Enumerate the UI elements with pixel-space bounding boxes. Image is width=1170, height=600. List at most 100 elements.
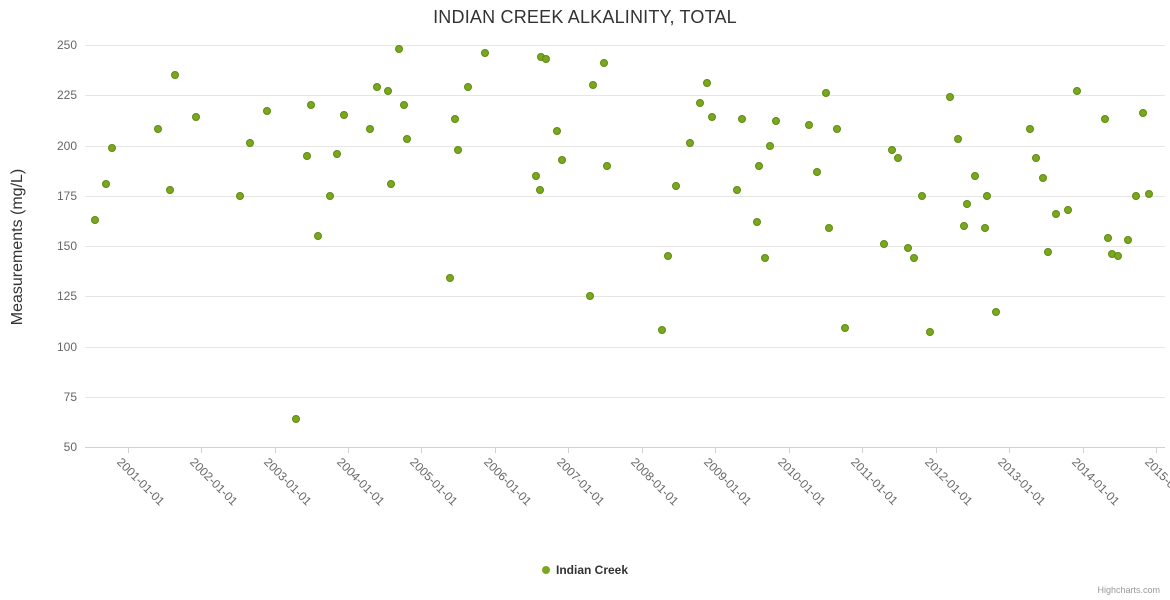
data-point[interactable]	[463, 83, 472, 92]
data-point[interactable]	[833, 125, 842, 134]
data-point[interactable]	[325, 191, 334, 200]
data-point[interactable]	[302, 151, 311, 160]
x-tick-label: 2006-01-01	[481, 455, 535, 509]
data-point[interactable]	[153, 125, 162, 134]
data-point[interactable]	[480, 49, 489, 58]
y-tick-label: 250	[56, 38, 77, 52]
data-point[interactable]	[386, 179, 395, 188]
highcharts-credit[interactable]: Highcharts.com	[1097, 585, 1160, 595]
data-point[interactable]	[894, 153, 903, 162]
data-point[interactable]	[263, 107, 272, 116]
data-point[interactable]	[970, 171, 979, 180]
data-point[interactable]	[840, 324, 849, 333]
data-point[interactable]	[760, 254, 769, 263]
data-point[interactable]	[333, 149, 341, 158]
data-point[interactable]	[399, 101, 408, 110]
data-point[interactable]	[339, 111, 348, 120]
data-point[interactable]	[191, 113, 200, 122]
data-point[interactable]	[171, 71, 180, 80]
legend-label[interactable]: Indian Creek	[555, 563, 629, 577]
data-point[interactable]	[732, 185, 741, 194]
data-point[interactable]	[917, 191, 926, 200]
data-point[interactable]	[90, 215, 99, 224]
data-point[interactable]	[737, 115, 746, 124]
data-point[interactable]	[1025, 125, 1034, 134]
data-point[interactable]	[1144, 189, 1153, 198]
data-point[interactable]	[772, 117, 781, 126]
data-point[interactable]	[752, 217, 761, 226]
data-point[interactable]	[394, 45, 403, 54]
data-point[interactable]	[755, 161, 764, 170]
data-point[interactable]	[981, 223, 989, 232]
data-point[interactable]	[663, 252, 672, 261]
data-point[interactable]	[813, 167, 822, 176]
data-point[interactable]	[552, 127, 561, 136]
legend[interactable]: Indian Creek	[0, 563, 1170, 577]
data-point[interactable]	[450, 115, 459, 124]
data-point[interactable]	[291, 414, 300, 423]
y-tick-label: 200	[56, 138, 77, 153]
data-point[interactable]	[707, 113, 716, 122]
data-point[interactable]	[1131, 191, 1140, 200]
data-point[interactable]	[108, 143, 117, 152]
data-point[interactable]	[702, 79, 711, 88]
data-point[interactable]	[1100, 115, 1109, 124]
x-tick-mark	[348, 447, 350, 453]
data-point[interactable]	[306, 101, 315, 110]
data-point[interactable]	[953, 135, 962, 144]
data-point[interactable]	[657, 326, 666, 335]
data-point[interactable]	[585, 292, 594, 301]
x-tick-mark	[788, 447, 790, 453]
data-point[interactable]	[535, 185, 544, 194]
data-point[interactable]	[1072, 87, 1081, 96]
data-point[interactable]	[246, 139, 255, 148]
y-tick-label: 50	[63, 440, 77, 454]
data-point[interactable]	[557, 155, 566, 164]
data-point[interactable]	[825, 223, 834, 232]
data-point[interactable]	[903, 244, 912, 252]
data-point[interactable]	[101, 179, 110, 188]
data-point[interactable]	[166, 185, 175, 194]
data-point[interactable]	[366, 125, 375, 134]
data-point[interactable]	[402, 135, 411, 144]
data-point[interactable]	[372, 83, 381, 92]
data-point[interactable]	[879, 239, 888, 248]
data-point[interactable]	[963, 199, 972, 208]
data-point[interactable]	[695, 99, 704, 108]
data-point[interactable]	[992, 308, 1001, 317]
data-point[interactable]	[946, 93, 955, 102]
data-point[interactable]	[1051, 209, 1060, 218]
data-point[interactable]	[542, 55, 551, 64]
data-point[interactable]	[909, 254, 918, 263]
x-tick-label: 2003-01-01	[260, 455, 314, 509]
x-tick-mark	[274, 447, 276, 453]
data-point[interactable]	[805, 121, 814, 130]
data-point[interactable]	[925, 328, 934, 337]
data-point[interactable]	[532, 171, 541, 180]
data-point[interactable]	[766, 141, 775, 150]
data-point[interactable]	[236, 191, 245, 200]
data-point[interactable]	[1113, 252, 1122, 261]
data-point[interactable]	[599, 59, 608, 68]
data-point[interactable]	[454, 145, 463, 154]
data-point[interactable]	[1044, 248, 1053, 257]
data-point[interactable]	[960, 221, 969, 230]
data-point[interactable]	[1064, 205, 1073, 214]
data-point[interactable]	[1039, 173, 1048, 182]
y-gridline	[85, 195, 1165, 197]
data-point[interactable]	[887, 145, 896, 154]
data-point[interactable]	[446, 274, 455, 283]
data-point[interactable]	[1031, 153, 1040, 162]
data-point[interactable]	[588, 81, 597, 90]
data-point[interactable]	[1103, 233, 1112, 242]
data-point[interactable]	[313, 231, 322, 240]
data-point[interactable]	[821, 89, 830, 98]
data-point[interactable]	[1123, 235, 1132, 244]
data-point[interactable]	[983, 191, 992, 200]
data-point[interactable]	[602, 161, 611, 170]
data-point[interactable]	[671, 181, 680, 190]
x-tick-label: 2011-01-01	[848, 455, 902, 508]
data-point[interactable]	[383, 87, 392, 96]
data-point[interactable]	[1138, 109, 1147, 118]
